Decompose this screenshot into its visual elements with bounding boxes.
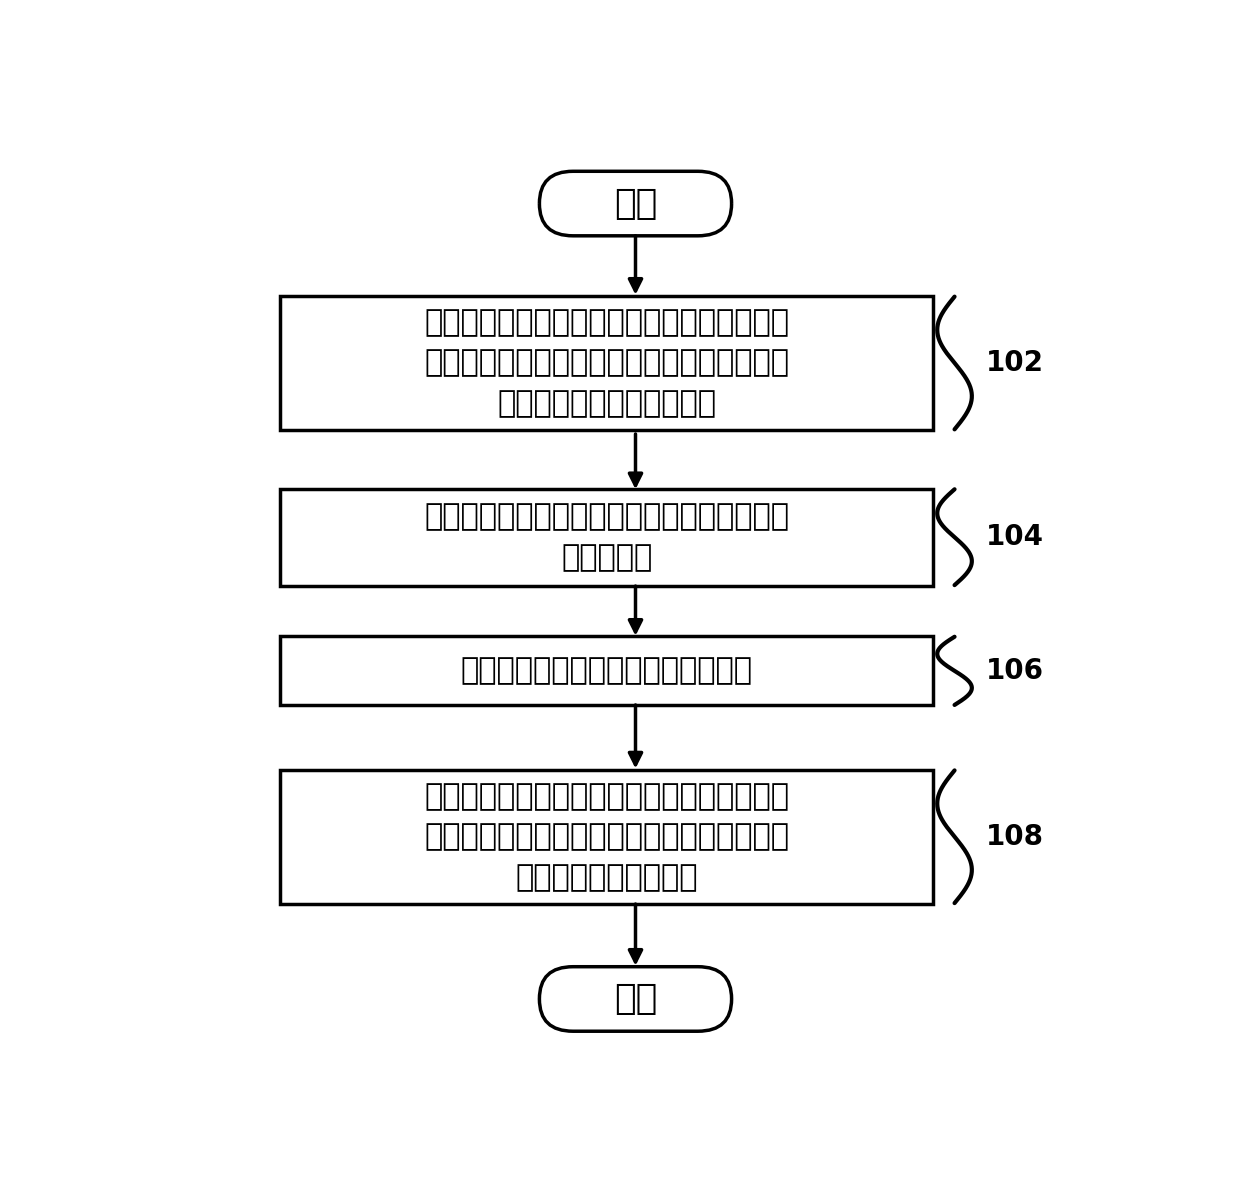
Text: 获取用户对所述空调器的调整设定温度和与所
述调整设定温度对应的历史室内环境温度，以
及获取所述用户的体质类型: 获取用户对所述空调器的调整设定温度和与所 述调整设定温度对应的历史室内环境温度，… bbox=[424, 308, 789, 418]
Text: 若所述当前室内环境温度到达补偿后的历史室
内环境温度，将所述空调器的当前设定温度设
置为所述调整设定温度: 若所述当前室内环境温度到达补偿后的历史室 内环境温度，将所述空调器的当前设定温度… bbox=[424, 782, 789, 892]
FancyBboxPatch shape bbox=[539, 967, 732, 1032]
Text: 108: 108 bbox=[986, 822, 1044, 851]
Text: 开始: 开始 bbox=[614, 187, 657, 220]
FancyBboxPatch shape bbox=[280, 296, 934, 430]
FancyBboxPatch shape bbox=[539, 171, 732, 236]
Text: 检测所述空调器的当前室内环境温度: 检测所述空调器的当前室内环境温度 bbox=[461, 656, 753, 686]
FancyBboxPatch shape bbox=[280, 488, 934, 585]
Text: 根据所述体质类型对所述历史室内环境温度进
行温度补偿: 根据所述体质类型对所述历史室内环境温度进 行温度补偿 bbox=[424, 503, 789, 572]
Text: 102: 102 bbox=[986, 350, 1044, 377]
FancyBboxPatch shape bbox=[280, 637, 934, 705]
FancyBboxPatch shape bbox=[280, 770, 934, 904]
Text: 结束: 结束 bbox=[614, 982, 657, 1016]
Text: 106: 106 bbox=[986, 657, 1044, 685]
Text: 104: 104 bbox=[986, 523, 1044, 551]
